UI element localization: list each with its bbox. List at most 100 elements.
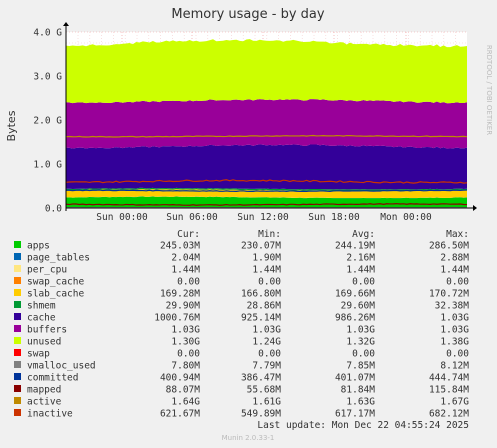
legend-name: per_cpu xyxy=(27,265,67,276)
legend-min: 386.47M xyxy=(241,373,281,384)
legend-avg: 29.60M xyxy=(341,301,376,312)
legend-max: 1.67G xyxy=(440,397,469,408)
legend-swatch xyxy=(14,397,21,404)
munin-version: Munin 2.0.33-1 xyxy=(222,434,275,442)
legend-cur: 0.00 xyxy=(177,277,200,288)
legend-cur: 1.03G xyxy=(171,325,200,336)
legend-swatch xyxy=(14,289,21,296)
legend-cur: 29.90M xyxy=(166,301,201,312)
legend-max: 682.12M xyxy=(429,409,469,420)
y-tick-label: 1.0 G xyxy=(33,160,62,171)
area-cache xyxy=(66,144,467,190)
legend-swatch xyxy=(14,385,21,392)
legend-cur: 1.64G xyxy=(171,397,200,408)
line-active xyxy=(65,134,468,138)
legend-avg: 169.66M xyxy=(335,289,375,300)
legend-row-committed: committed 400.94M 386.47M 401.07M 444.74M xyxy=(14,373,469,384)
legend-min: 230.07M xyxy=(241,241,281,252)
legend-avg: 0.00 xyxy=(352,277,375,288)
legend-swatch xyxy=(14,301,21,308)
legend-max: 444.74M xyxy=(429,373,469,384)
legend-max: 1.03G xyxy=(440,313,469,324)
y-axis-arrow xyxy=(63,22,69,26)
legend-min: 0.00 xyxy=(258,277,281,288)
legend-min: 0.00 xyxy=(258,349,281,360)
last-update: Last update: Mon Dec 22 04:55:24 2025 xyxy=(257,420,469,431)
legend-avg: 244.19M xyxy=(335,241,375,252)
legend-name: slab_cache xyxy=(27,289,84,300)
legend-max: 286.50M xyxy=(429,241,469,252)
legend-name: shmem xyxy=(27,301,56,312)
legend-name: cache xyxy=(27,313,56,324)
legend-header: Cur: Min: Avg: Max: xyxy=(177,229,469,240)
x-tick-label: Sun 00:00 xyxy=(96,212,148,223)
legend-header-min: Min: xyxy=(258,229,281,240)
legend-min: 925.14M xyxy=(241,313,281,324)
legend-cur: 88.07M xyxy=(166,385,201,396)
legend-name: vmalloc_used xyxy=(27,361,96,372)
legend-avg: 401.07M xyxy=(335,373,375,384)
legend-avg: 2.16M xyxy=(346,253,375,264)
legend-name: mapped xyxy=(27,385,61,396)
legend-cur: 621.67M xyxy=(160,409,200,420)
legend-row-mapped: mapped 88.07M 55.68M 81.84M 115.84M xyxy=(14,385,469,396)
line-inactive xyxy=(65,179,468,184)
legend-swatch xyxy=(14,253,21,260)
legend-row-swap: swap 0.00 0.00 0.00 0.00 xyxy=(14,349,469,360)
tick-labels: 0.0 1.0 G 2.0 G 3.0 G 4.0 G Sun 00:00 Sun 06:0… xyxy=(33,28,432,224)
legend-swatch xyxy=(14,241,21,248)
y-tick-label: 2.0 G xyxy=(33,116,62,127)
legend-max: 8.12M xyxy=(440,361,469,372)
legend-max: 170.72M xyxy=(429,289,469,300)
legend-name: swap_cache xyxy=(27,277,84,288)
legend-swatch xyxy=(14,277,21,284)
legend-avg: 617.17M xyxy=(335,409,375,420)
legend-cur: 1.44M xyxy=(171,265,200,276)
legend-header-cur: Cur: xyxy=(177,229,200,240)
legend-name: buffers xyxy=(27,325,67,336)
legend-swatch xyxy=(14,361,21,368)
legend-swatch xyxy=(14,313,21,320)
legend-swatch xyxy=(14,265,21,272)
legend-row-swap-cache: swap_cache 0.00 0.00 0.00 0.00 xyxy=(14,277,469,288)
legend-row-page-tables: page_tables 2.04M 1.90M 2.16M 2.88M xyxy=(14,253,469,264)
legend-max: 32.38M xyxy=(435,301,470,312)
legend-max: 1.38G xyxy=(440,337,469,348)
legend-avg: 81.84M xyxy=(341,385,376,396)
legend-name: active xyxy=(27,397,62,408)
legend-max: 0.00 xyxy=(446,349,469,360)
legend-min: 1.61G xyxy=(252,397,281,408)
legend-cur: 1000.76M xyxy=(154,313,200,324)
area-unused xyxy=(66,39,467,104)
line-committed xyxy=(65,189,468,192)
x-axis-arrow xyxy=(473,205,477,211)
area-shmem xyxy=(66,187,467,191)
y-tick-label: 0.0 xyxy=(45,204,62,215)
x-tick-label: Sun 06:00 xyxy=(166,212,218,223)
legend-header-avg: Avg: xyxy=(352,229,375,240)
line-mapped xyxy=(65,203,468,206)
legend-row-vmalloc-used: vmalloc_used 7.80M 7.79M 7.85M 8.12M xyxy=(14,361,469,372)
legend-avg: 986.26M xyxy=(335,313,375,324)
legend-avg: 0.00 xyxy=(352,349,375,360)
area-apps xyxy=(66,196,467,208)
legend-row-cache: cache 1000.76M 925.14M 986.26M 1.03G xyxy=(14,313,469,324)
legend-cur: 169.28M xyxy=(160,289,200,300)
legend-row-slab-cache: slab_cache 169.28M 166.80M 169.66M 170.72M xyxy=(14,289,469,300)
legend-min: 549.89M xyxy=(241,409,281,420)
stacked-areas xyxy=(66,39,467,208)
legend-min: 1.44M xyxy=(252,265,281,276)
legend-name: page_tables xyxy=(27,253,90,264)
legend-min: 1.03G xyxy=(252,325,281,336)
legend-header-max: Max: xyxy=(446,229,469,240)
legend-cur: 7.80M xyxy=(171,361,200,372)
legend-min: 28.86M xyxy=(247,301,282,312)
y-axis-label: Bytes xyxy=(5,110,18,141)
legend-swatch xyxy=(14,373,21,380)
legend-cur: 2.04M xyxy=(171,253,200,264)
legend-row-active: active 1.64G 1.61G 1.63G 1.67G xyxy=(14,397,469,408)
y-tick-label: 3.0 G xyxy=(33,72,62,83)
legend-name: unused xyxy=(27,337,61,348)
legend-name: swap xyxy=(27,349,50,360)
